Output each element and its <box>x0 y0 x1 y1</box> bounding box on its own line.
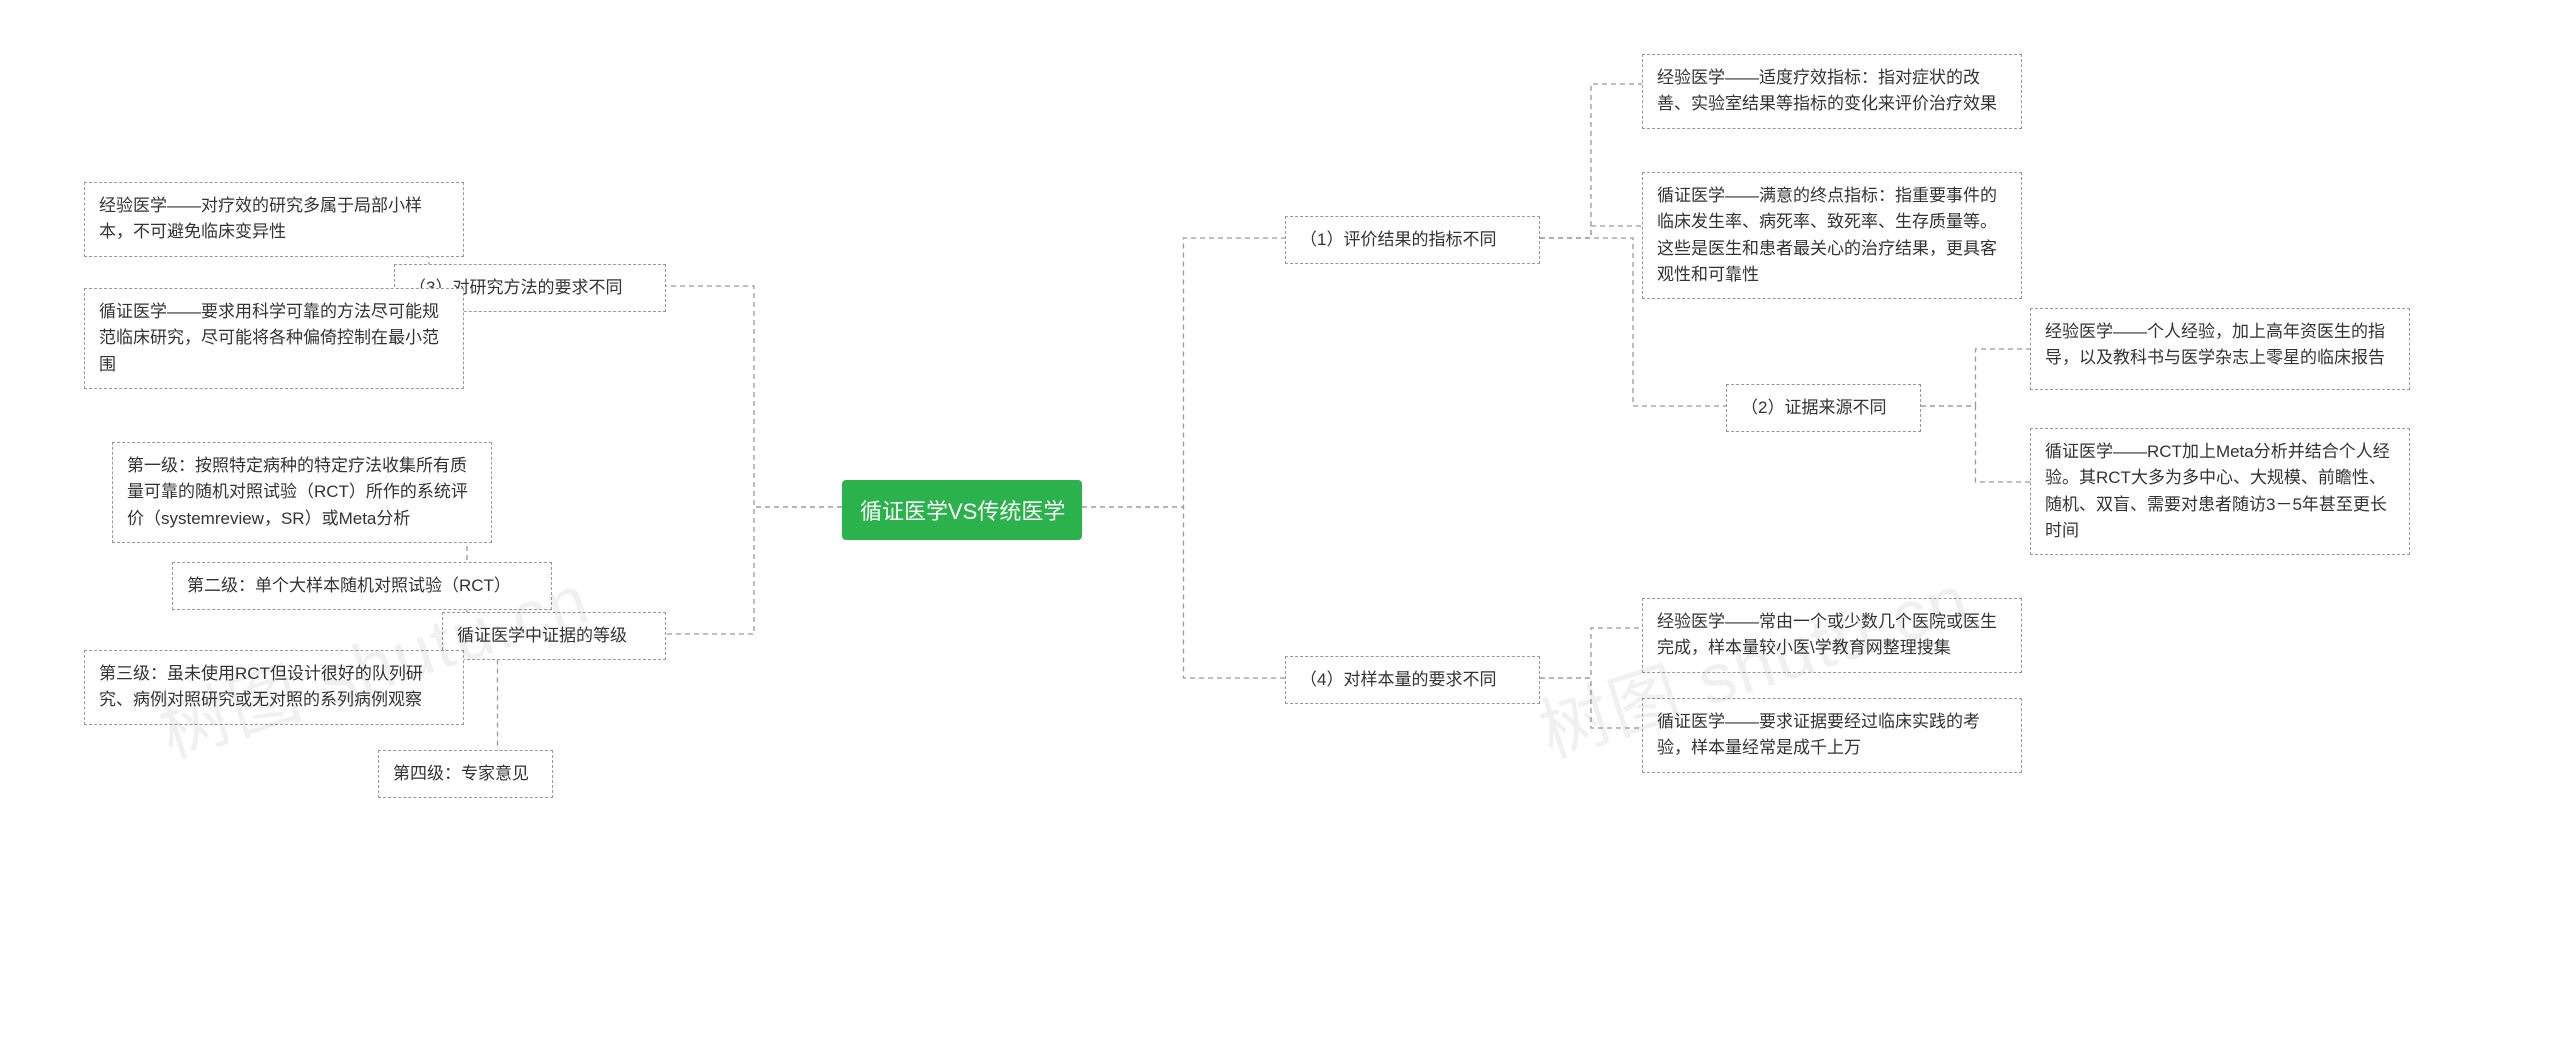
leaf-l1a: 经验医学——对疗效的研究多属于局部小样本，不可避免临床变异性 <box>84 182 464 257</box>
branch-r1: （1）评价结果的指标不同 <box>1285 216 1540 264</box>
leaf-r2b-label: 循证医学——要求证据要经过临床实践的考验，样本量经常是成千上万 <box>1657 712 1980 757</box>
connector <box>666 286 842 507</box>
leaf-r1a: 经验医学——适度疗效指标：指对症状的改善、实验室结果等指标的变化来评价治疗效果 <box>1642 54 2022 129</box>
connector <box>1082 238 1285 507</box>
leaf-l1a-label: 经验医学——对疗效的研究多属于局部小样本，不可避免临床变异性 <box>99 196 422 241</box>
leaf-r1b: 循证医学——满意的终点指标：指重要事件的临床发生率、病死率、致死率、生存质量等。… <box>1642 172 2022 299</box>
connector <box>1082 507 1285 678</box>
branch-r1-label: （1）评价结果的指标不同 <box>1300 230 1496 249</box>
leaf-r1c-label: （2）证据来源不同 <box>1741 398 1886 417</box>
leaf-r2a: 经验医学——常由一个或少数几个医院或医生完成，样本量较小医\学教育网整理搜集 <box>1642 598 2022 673</box>
branch-r2: （4）对样本量的要求不同 <box>1285 656 1540 704</box>
connector <box>1540 628 1642 678</box>
leaf-r2b: 循证医学——要求证据要经过临床实践的考验，样本量经常是成千上万 <box>1642 698 2022 773</box>
leaf-l2c: 第三级：虽未使用RCT但设计很好的队列研究、病例对照研究或无对照的系列病例观察 <box>84 650 464 725</box>
leaf-r1c1-label: 经验医学——个人经验，加上高年资医生的指导，以及教科书与医学杂志上零星的临床报告 <box>2045 322 2385 367</box>
leaf-r2a-label: 经验医学——常由一个或少数几个医院或医生完成，样本量较小医\学教育网整理搜集 <box>1657 612 1997 657</box>
branch-l2-label: 循证医学中证据的等级 <box>457 626 627 645</box>
root-node: 循证医学VS传统医学 <box>842 480 1082 540</box>
branch-l2: 循证医学中证据的等级 <box>442 612 666 660</box>
leaf-l2d-label: 第四级：专家意见 <box>393 764 529 783</box>
leaf-r1c2-label: 循证医学——RCT加上Meta分析并结合个人经验。其RCT大多为多中心、大规模、… <box>2045 442 2390 540</box>
leaf-r1c2: 循证医学——RCT加上Meta分析并结合个人经验。其RCT大多为多中心、大规模、… <box>2030 428 2410 555</box>
connector <box>1921 349 2030 406</box>
leaf-r1c: （2）证据来源不同 <box>1726 384 1921 432</box>
leaf-l2b-label: 第二级：单个大样本随机对照试验（RCT） <box>187 576 511 595</box>
leaf-l2d: 第四级：专家意见 <box>378 750 553 798</box>
leaf-l1b: 循证医学——要求用科学可靠的方法尽可能规范临床研究，尽可能将各种偏倚控制在最小范… <box>84 288 464 389</box>
connector <box>1921 406 2030 482</box>
branch-r2-label: （4）对样本量的要求不同 <box>1300 670 1496 689</box>
connector <box>666 507 842 634</box>
leaf-l2b: 第二级：单个大样本随机对照试验（RCT） <box>172 562 552 610</box>
leaf-l1b-label: 循证医学——要求用科学可靠的方法尽可能规范临床研究，尽可能将各种偏倚控制在最小范… <box>99 302 439 374</box>
leaf-r1c1: 经验医学——个人经验，加上高年资医生的指导，以及教科书与医学杂志上零星的临床报告 <box>2030 308 2410 390</box>
leaf-r1b-label: 循证医学——满意的终点指标：指重要事件的临床发生率、病死率、致死率、生存质量等。… <box>1657 186 1997 284</box>
leaf-r1a-label: 经验医学——适度疗效指标：指对症状的改善、实验室结果等指标的变化来评价治疗效果 <box>1657 68 1997 113</box>
connector <box>1540 84 1642 238</box>
root-label: 循证医学VS传统医学 <box>860 499 1065 524</box>
connector <box>1540 678 1642 728</box>
leaf-l2a-label: 第一级：按照特定病种的特定疗法收集所有质量可靠的随机对照试验（RCT）所作的系统… <box>127 456 468 528</box>
leaf-l2a: 第一级：按照特定病种的特定疗法收集所有质量可靠的随机对照试验（RCT）所作的系统… <box>112 442 492 543</box>
leaf-l2c-label: 第三级：虽未使用RCT但设计很好的队列研究、病例对照研究或无对照的系列病例观察 <box>99 664 423 709</box>
connector <box>1540 226 1642 238</box>
